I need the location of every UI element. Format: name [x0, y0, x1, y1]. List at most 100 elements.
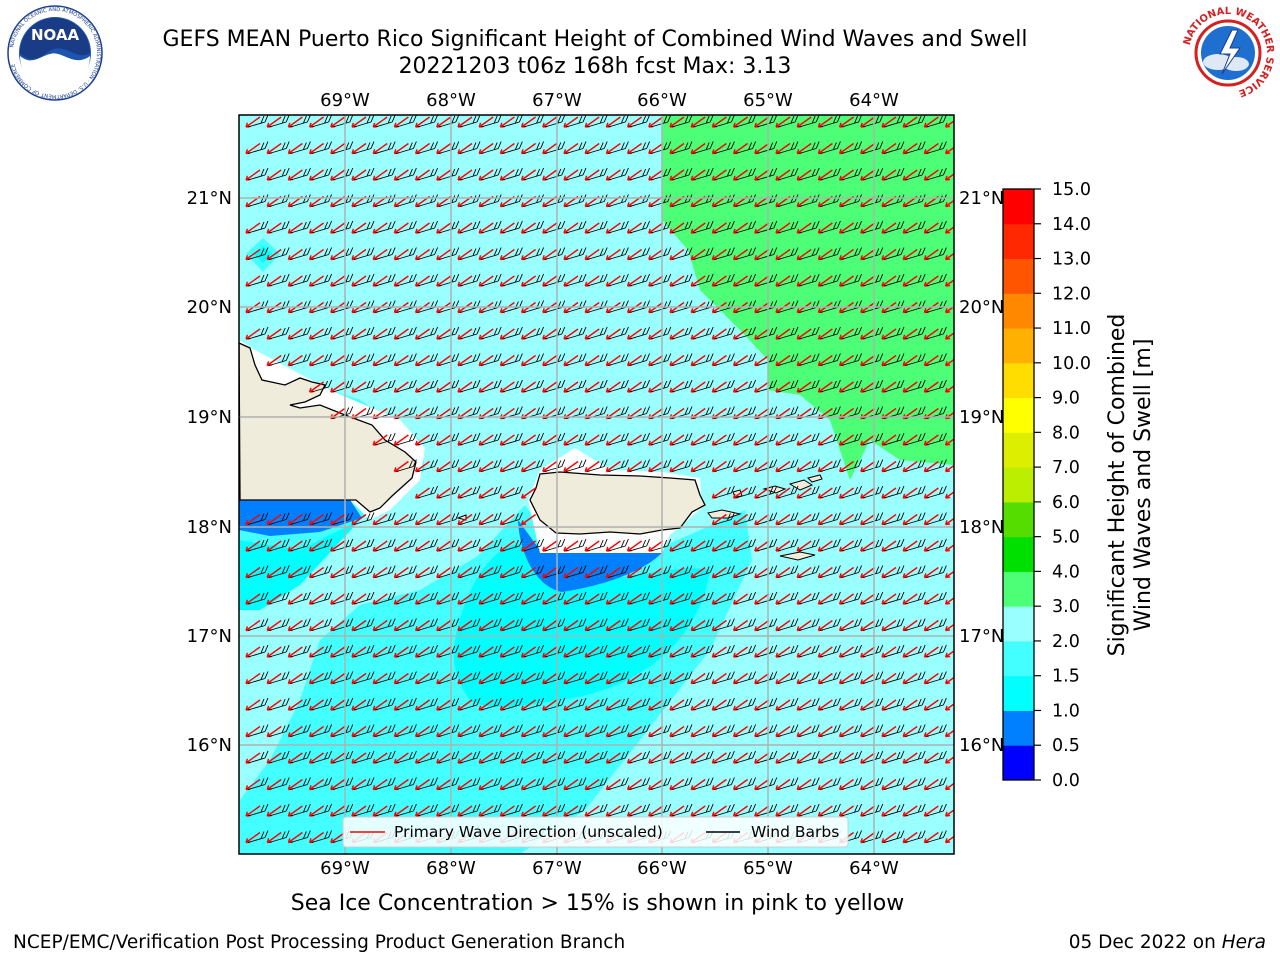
wind-barb [756, 220, 778, 234]
wind-barb [502, 273, 523, 287]
wave-arrow [944, 226, 954, 234]
wave-arrow [944, 782, 954, 791]
wind-barb [544, 565, 566, 578]
lon-label-bottom-65w: 65°W [743, 858, 793, 879]
wind-barb [311, 697, 333, 711]
wind-barb [396, 750, 417, 764]
wind-barb [777, 353, 799, 366]
wind-barb [459, 353, 481, 366]
wind-barb [481, 538, 502, 552]
wind-barb [459, 750, 481, 764]
wind-barb [269, 777, 290, 790]
wind-barb [438, 750, 460, 764]
wind-barb [438, 724, 460, 737]
wind-barb [714, 432, 735, 446]
wind-barb [269, 697, 290, 711]
wind-barb [883, 697, 905, 711]
wind-barb [332, 326, 354, 340]
lon-label-top-68w: 68°W [426, 90, 476, 111]
st-croix-island [779, 551, 816, 561]
wind-barb [396, 777, 417, 790]
legend-barb-label: Wind Barbs [751, 823, 839, 841]
wind-barb [883, 459, 905, 472]
wind-barb [332, 141, 354, 154]
colorbar-cell [1003, 293, 1034, 329]
colorbar-cell [1003, 467, 1034, 503]
wind-barb [502, 247, 523, 260]
wind-barb [926, 459, 947, 472]
lat-label-left-21n: 21°N [187, 188, 232, 209]
wind-barb [417, 432, 439, 446]
lon-labels: 69°W 68°W 67°W 66°W 65°W 64°W 69°W 68°W … [320, 90, 899, 879]
wind-barb [290, 273, 311, 287]
wind-barb [481, 379, 502, 393]
wind-barb [671, 220, 693, 234]
wind-barb [502, 141, 523, 154]
wind-barb [820, 459, 841, 472]
wind-barb [629, 697, 651, 711]
wind-barb [714, 750, 735, 764]
wind-barb [396, 326, 417, 340]
colorbar-tick-label: 9.0 [1052, 389, 1080, 409]
wind-barb [735, 565, 757, 578]
wind-barb [375, 432, 396, 446]
wave-arrow [944, 199, 954, 208]
wind-barb [777, 777, 799, 790]
wind-barb [438, 671, 460, 684]
wind-barb [459, 485, 481, 499]
wind-barb [756, 591, 778, 605]
wind-barb [481, 671, 502, 684]
wind-barb [523, 750, 545, 764]
wind-barb [544, 379, 566, 393]
wind-barb [247, 803, 269, 817]
wind-barb [799, 167, 820, 181]
wind-barb [438, 432, 460, 446]
wind-barb [650, 618, 672, 631]
wind-barb [608, 618, 629, 631]
wind-barb [629, 273, 651, 287]
wind-barb [714, 326, 735, 340]
wind-barb [735, 803, 757, 817]
wind-barb [523, 565, 545, 578]
wind-barb [820, 750, 841, 764]
wave-arrow [944, 464, 954, 473]
wind-barb [290, 141, 311, 154]
wind-barb [756, 115, 778, 128]
wind-barb [905, 644, 926, 658]
wind-barb [523, 697, 545, 711]
wind-barb [269, 671, 290, 684]
wind-barb [820, 432, 841, 446]
wind-barb [735, 326, 757, 340]
wind-barb [629, 167, 651, 181]
wind-barb [608, 167, 629, 181]
wind-barb [735, 644, 757, 658]
wind-barb [481, 618, 502, 631]
wind-barb [799, 803, 820, 817]
wind-barb [629, 538, 651, 552]
wind-barb [820, 618, 841, 631]
wind-barb [523, 167, 545, 181]
wind-barb [608, 115, 629, 128]
wind-barb [396, 220, 417, 234]
wind-barb [459, 644, 481, 658]
wind-barb [862, 724, 884, 737]
wind-barb [544, 220, 566, 234]
wind-barb [820, 777, 841, 790]
wind-barb [565, 538, 587, 552]
wind-barb [311, 803, 333, 817]
wind-barb [820, 644, 841, 658]
wind-barb [587, 644, 608, 658]
wind-barb [332, 697, 354, 711]
legend-wave-label: Primary Wave Direction (unscaled) [394, 823, 663, 841]
wind-barb [714, 115, 735, 128]
wind-barb [247, 697, 269, 711]
wave-arrow [944, 517, 954, 526]
wind-barb [438, 697, 460, 711]
wind-barb [544, 247, 566, 260]
map-area: Primary Wave Direction (unscaled) Wind B… [239, 115, 954, 854]
wind-barb [247, 538, 269, 552]
wind-barb [650, 353, 672, 366]
wind-barb [926, 777, 947, 790]
wind-barb [862, 247, 884, 260]
wind-barb [290, 803, 311, 817]
